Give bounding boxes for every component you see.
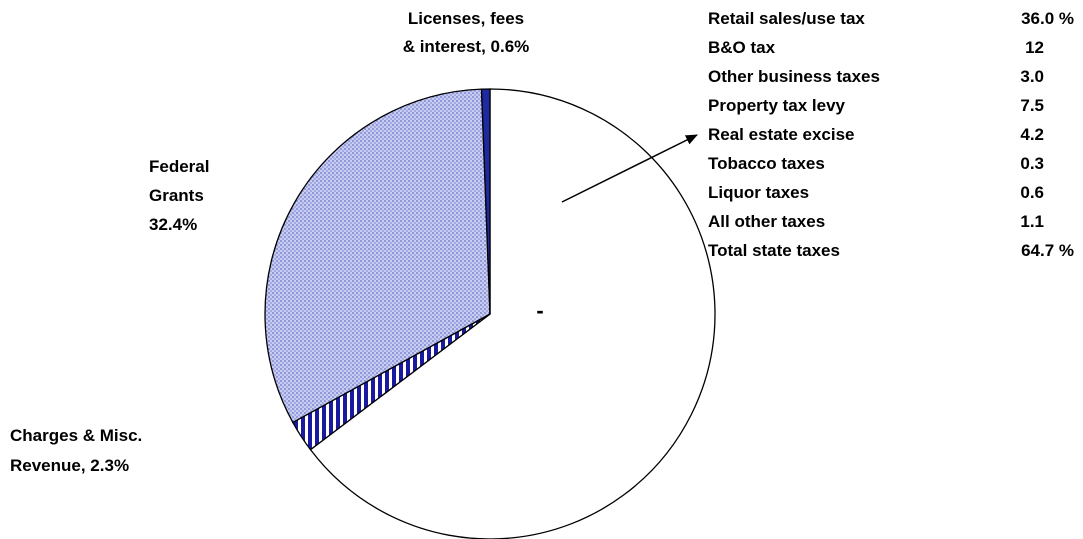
table-row-label: Other business taxes <box>708 67 880 86</box>
table-row-label: Tobacco taxes <box>708 154 825 173</box>
table-row-label: Total state taxes <box>708 241 840 260</box>
table-row: Total state taxes 64.7 % <box>708 241 1074 260</box>
table-row: Tobacco taxes 0.3 <box>708 154 1044 173</box>
table-row: Real estate excise 4.2 <box>708 125 1044 144</box>
table-row-label: Liquor taxes <box>708 183 809 202</box>
table-row-label: Retail sales/use tax <box>708 9 865 28</box>
table-row-label: Property tax levy <box>708 96 846 115</box>
center-mark: - <box>536 298 543 323</box>
label-federal-line-3: 32.4% <box>149 215 197 234</box>
table-row-value: 0.6 <box>1020 183 1044 202</box>
table-row-value: 1.1 <box>1020 212 1044 231</box>
pie-slice-federal-grants <box>264 88 491 424</box>
table-row-label: Real estate excise <box>708 125 855 144</box>
label-charges-line-2: Revenue, 2.3% <box>10 456 129 475</box>
label-charges-line-1: Charges & Misc. <box>10 426 142 445</box>
table-row-value: 64.7 % <box>1021 241 1074 260</box>
breakdown-table: Retail sales/use tax 36.0 % B&O tax 12 O… <box>708 9 1074 260</box>
pie-slice-licenses-fees-interest <box>480 88 491 315</box>
table-row: Retail sales/use tax 36.0 % <box>708 9 1074 28</box>
table-row-value: 3.0 <box>1020 67 1044 86</box>
table-row-value: 7.5 <box>1020 96 1044 115</box>
label-federal-line-1: Federal <box>149 157 209 176</box>
breakdown-arrow <box>561 134 698 203</box>
table-row: All other taxes 1.1 <box>708 212 1044 231</box>
table-row-value: 12 <box>1025 38 1044 57</box>
label-charges: Charges & Misc. Revenue, 2.3% <box>10 426 142 475</box>
label-federal-line-2: Grants <box>149 186 204 205</box>
label-federal-grants: Federal Grants 32.4% <box>149 157 209 234</box>
pie-slices <box>264 88 716 539</box>
table-row-label: B&O tax <box>708 38 776 57</box>
table-row: Other business taxes 3.0 <box>708 67 1044 86</box>
label-licenses-line-1: Licenses, fees <box>408 9 524 28</box>
table-row: Property tax levy 7.5 <box>708 96 1044 115</box>
label-licenses: Licenses, fees & interest, 0.6% <box>403 9 530 56</box>
pie-slice-total-state-taxes <box>309 88 716 539</box>
table-row-value: 4.2 <box>1020 125 1044 144</box>
label-licenses-line-2: & interest, 0.6% <box>403 37 530 56</box>
table-row: B&O tax 12 <box>708 38 1044 57</box>
table-row-value: 36.0 % <box>1021 9 1074 28</box>
table-row-label: All other taxes <box>708 212 825 231</box>
table-row-value: 0.3 <box>1020 154 1044 173</box>
table-row: Liquor taxes 0.6 <box>708 183 1044 202</box>
